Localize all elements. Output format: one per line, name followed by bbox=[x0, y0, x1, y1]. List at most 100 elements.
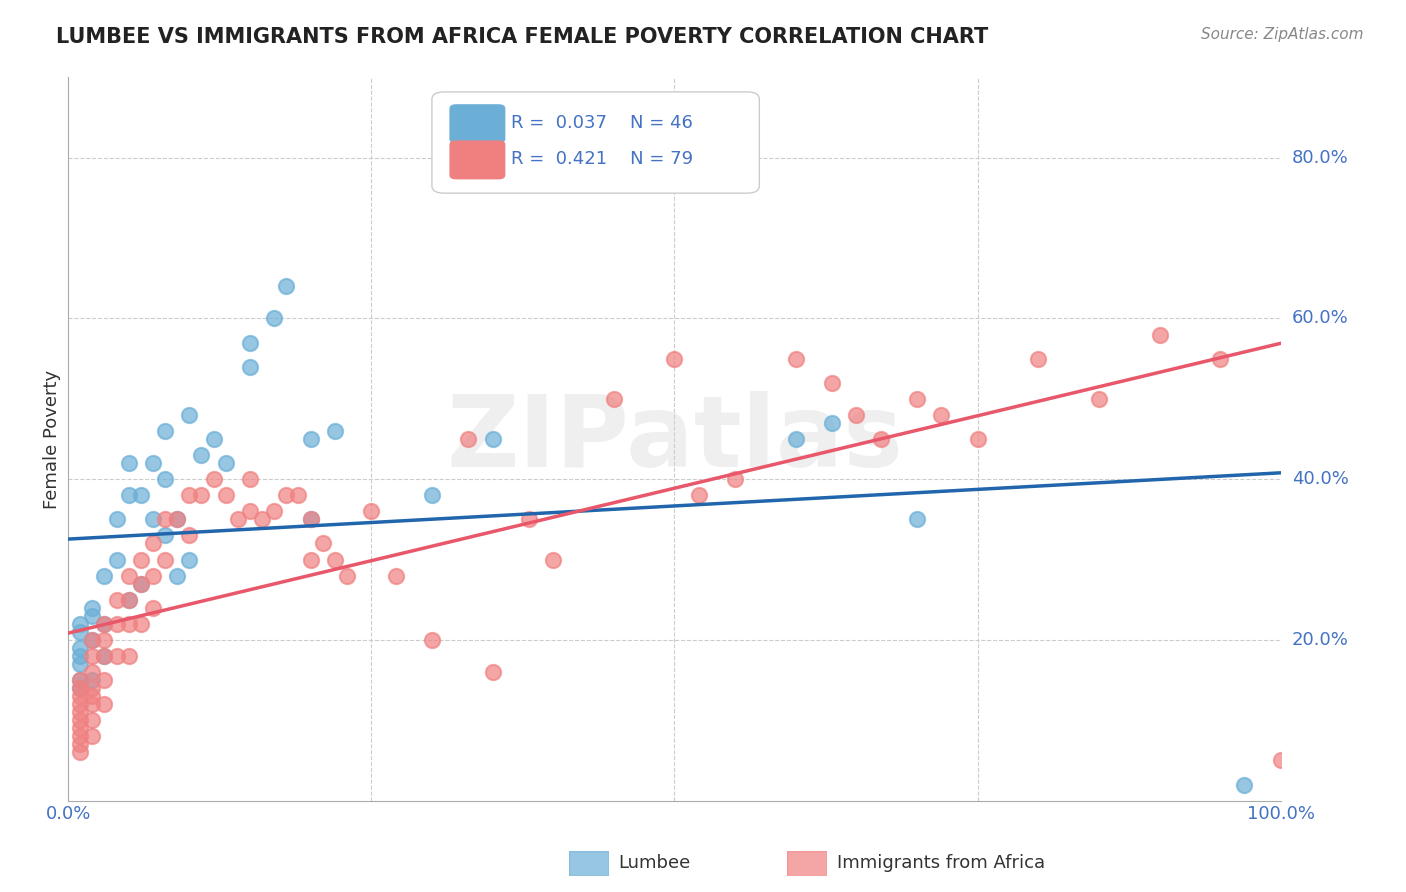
Point bbox=[105, 552, 128, 566]
Point bbox=[457, 432, 479, 446]
Point bbox=[82, 689, 104, 703]
Point bbox=[845, 408, 868, 422]
Point bbox=[69, 616, 91, 631]
Point bbox=[82, 681, 104, 695]
Point bbox=[118, 568, 141, 582]
Point bbox=[82, 729, 104, 743]
Point bbox=[118, 488, 141, 502]
Text: LUMBEE VS IMMIGRANTS FROM AFRICA FEMALE POVERTY CORRELATION CHART: LUMBEE VS IMMIGRANTS FROM AFRICA FEMALE … bbox=[56, 27, 988, 46]
Point bbox=[688, 488, 710, 502]
Text: 80.0%: 80.0% bbox=[1292, 149, 1348, 167]
Point bbox=[239, 504, 262, 518]
Point bbox=[105, 648, 128, 663]
Point bbox=[299, 512, 322, 526]
Point bbox=[142, 600, 165, 615]
Point bbox=[517, 512, 540, 526]
Point bbox=[226, 512, 249, 526]
Point bbox=[93, 673, 115, 687]
Point bbox=[69, 648, 91, 663]
Point bbox=[82, 632, 104, 647]
Point bbox=[323, 424, 346, 438]
Point bbox=[153, 472, 176, 486]
Point bbox=[69, 737, 91, 751]
Point bbox=[69, 746, 91, 760]
Point bbox=[82, 632, 104, 647]
Point bbox=[1233, 778, 1256, 792]
Point bbox=[966, 432, 988, 446]
Point bbox=[153, 424, 176, 438]
Point bbox=[69, 697, 91, 711]
FancyBboxPatch shape bbox=[432, 92, 759, 194]
Point bbox=[179, 528, 201, 542]
Point bbox=[299, 552, 322, 566]
Point bbox=[664, 351, 686, 366]
Point bbox=[82, 608, 104, 623]
Point bbox=[1026, 351, 1049, 366]
Point bbox=[1088, 392, 1111, 406]
Point bbox=[215, 488, 238, 502]
Point bbox=[93, 632, 115, 647]
Text: R =  0.421    N = 79: R = 0.421 N = 79 bbox=[510, 150, 693, 169]
Point bbox=[166, 512, 188, 526]
Point bbox=[69, 729, 91, 743]
Point bbox=[1270, 754, 1292, 768]
Point bbox=[69, 673, 91, 687]
Point bbox=[93, 616, 115, 631]
Point bbox=[105, 512, 128, 526]
Point bbox=[276, 488, 298, 502]
Point bbox=[323, 552, 346, 566]
Point bbox=[202, 472, 225, 486]
Point bbox=[69, 681, 91, 695]
Text: 40.0%: 40.0% bbox=[1292, 470, 1348, 488]
Point bbox=[276, 279, 298, 293]
Point bbox=[215, 456, 238, 470]
Point bbox=[179, 408, 201, 422]
Point bbox=[869, 432, 891, 446]
Point bbox=[360, 504, 382, 518]
Point bbox=[481, 432, 503, 446]
FancyBboxPatch shape bbox=[450, 141, 505, 178]
Point bbox=[118, 616, 141, 631]
Point bbox=[905, 512, 928, 526]
Point bbox=[129, 552, 152, 566]
Point bbox=[82, 697, 104, 711]
Point bbox=[312, 536, 335, 550]
Point bbox=[142, 536, 165, 550]
Point bbox=[142, 456, 165, 470]
Point bbox=[69, 713, 91, 727]
Point bbox=[336, 568, 359, 582]
Point bbox=[179, 488, 201, 502]
Point bbox=[821, 376, 844, 390]
Text: 20.0%: 20.0% bbox=[1292, 631, 1348, 648]
Point bbox=[93, 616, 115, 631]
Point bbox=[93, 648, 115, 663]
Point bbox=[153, 528, 176, 542]
Point bbox=[299, 432, 322, 446]
Point bbox=[69, 689, 91, 703]
Point bbox=[82, 648, 104, 663]
Point bbox=[1209, 351, 1232, 366]
Point bbox=[105, 616, 128, 631]
Point bbox=[263, 311, 285, 326]
Text: Lumbee: Lumbee bbox=[619, 855, 690, 872]
Point bbox=[69, 624, 91, 639]
Y-axis label: Female Poverty: Female Poverty bbox=[44, 369, 60, 508]
Point bbox=[179, 552, 201, 566]
Point bbox=[239, 472, 262, 486]
Point bbox=[69, 673, 91, 687]
Text: Immigrants from Africa: Immigrants from Africa bbox=[837, 855, 1045, 872]
Point bbox=[118, 592, 141, 607]
Point bbox=[384, 568, 406, 582]
Point bbox=[190, 488, 212, 502]
Point bbox=[93, 568, 115, 582]
Point bbox=[190, 448, 212, 462]
Point bbox=[118, 456, 141, 470]
Point bbox=[93, 648, 115, 663]
Point bbox=[69, 721, 91, 735]
Point bbox=[142, 568, 165, 582]
Point bbox=[166, 568, 188, 582]
Point bbox=[82, 665, 104, 679]
Point bbox=[69, 681, 91, 695]
Point bbox=[153, 552, 176, 566]
Point bbox=[129, 488, 152, 502]
